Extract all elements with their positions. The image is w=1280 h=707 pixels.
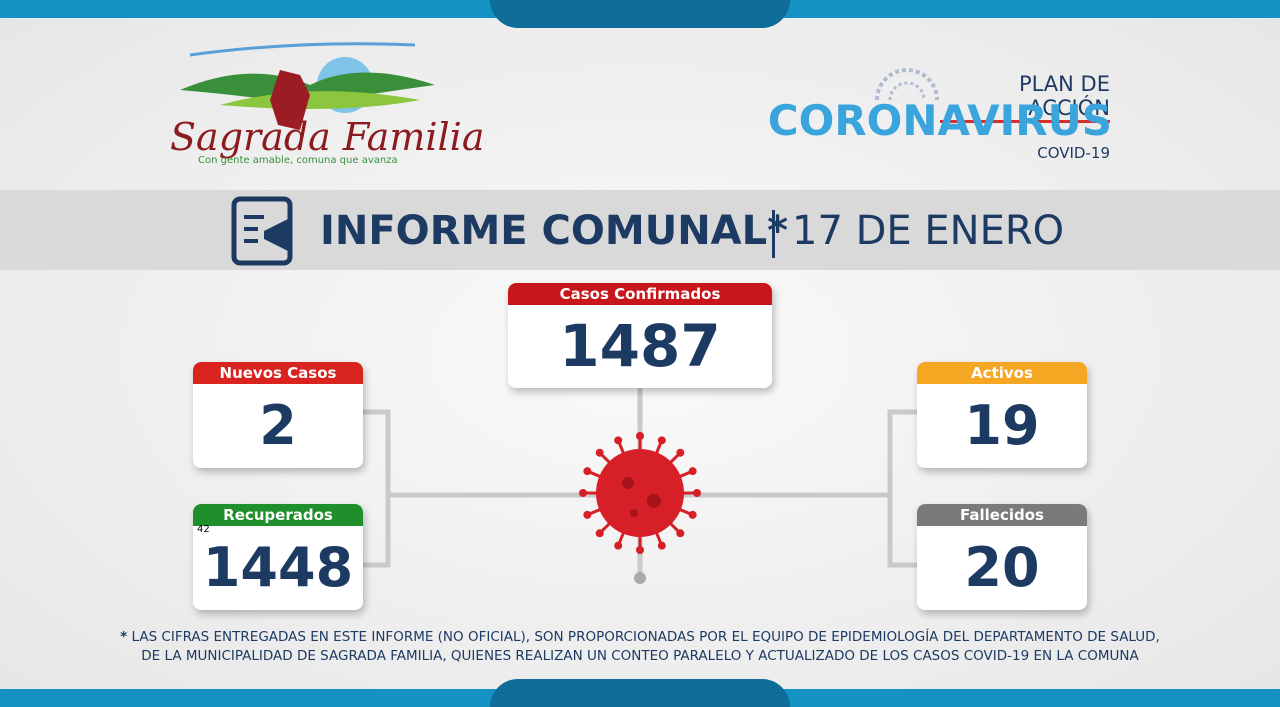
- card-label: Casos Confirmados: [508, 283, 772, 305]
- virus-part: [579, 489, 587, 497]
- footnote-marker: *: [120, 629, 128, 645]
- card-value: 1487: [559, 312, 721, 380]
- card-value: 1448: [202, 536, 354, 599]
- virus-part: [647, 494, 661, 508]
- virus-part: [688, 510, 697, 519]
- virus-part: [595, 448, 604, 457]
- virus-part: [596, 449, 684, 537]
- campaign-title: CORONAVIRUS: [767, 96, 1112, 145]
- card-note: 42: [197, 524, 210, 535]
- virus-part: [583, 510, 592, 519]
- card-confirmed: Casos Confirmados 1487: [508, 283, 772, 388]
- virus-part: [676, 529, 685, 538]
- footnote-line: DE LA MUNICIPALIDAD DE SAGRADA FAMILIA, …: [141, 648, 1139, 664]
- header-title: INFORME COMUNAL*: [320, 208, 789, 254]
- report-icon: [231, 196, 293, 266]
- campaign-icon: [875, 68, 939, 101]
- logo-name: Sagrada Familia: [170, 115, 485, 159]
- header-band: [0, 190, 1280, 270]
- virus-part: [657, 436, 666, 445]
- virus-part: [676, 448, 685, 457]
- header-date: 17 DE ENERO: [792, 208, 1065, 254]
- card-active: Activos 19: [917, 362, 1087, 468]
- card-value: 19: [964, 394, 1040, 457]
- virus-part: [688, 467, 697, 476]
- card-value: 2: [259, 394, 297, 457]
- campaign-kicker: PLAN DE ACCIÓN: [940, 72, 1110, 123]
- card-new: Nuevos Casos 2: [193, 362, 363, 468]
- virus-part: [614, 436, 623, 445]
- card-value: 20: [964, 536, 1040, 599]
- logo-art: [180, 42, 435, 130]
- footnote: * LAS CIFRAS ENTREGADAS EN ESTE INFORME …: [0, 628, 1280, 666]
- card-label: Activos: [917, 362, 1087, 384]
- virus-part: [657, 541, 666, 550]
- logo-tagline: Con gente amable, comuna que avanza: [198, 155, 398, 166]
- card-label: Fallecidos: [917, 504, 1087, 526]
- card-recovered: Recuperados 42 1448: [193, 504, 363, 610]
- virus-part: [614, 541, 623, 550]
- virus-part: [630, 509, 638, 517]
- top-tab: [490, 0, 790, 28]
- virus-part: [583, 467, 592, 476]
- card-deceased: Fallecidos 20: [917, 504, 1087, 610]
- header-separator: [772, 210, 775, 258]
- card-label: Recuperados: [193, 504, 363, 526]
- virus-part: [636, 432, 644, 440]
- virus-part: [693, 489, 701, 497]
- footnote-text: LAS CIFRAS ENTREGADAS EN ESTE INFORME (N…: [131, 629, 1160, 645]
- virus-part: [622, 477, 634, 489]
- virus-part: [636, 546, 644, 554]
- footnote-line: * LAS CIFRAS ENTREGADAS EN ESTE INFORME …: [0, 628, 1280, 647]
- card-label: Nuevos Casos: [193, 362, 363, 384]
- virus-part: [595, 529, 604, 538]
- campaign-subtitle: COVID-19: [1037, 144, 1110, 162]
- bottom-tab: [490, 679, 790, 707]
